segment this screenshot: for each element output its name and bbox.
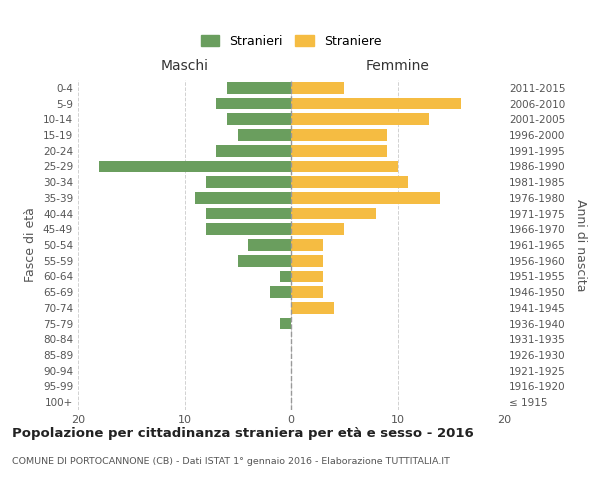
Bar [227,114,291,125]
Bar [217,98,291,110]
Text: COMUNE DI PORTOCANNONE (CB) - Dati ISTAT 1° gennaio 2016 - Elaborazione TUTTITAL: COMUNE DI PORTOCANNONE (CB) - Dati ISTAT… [12,458,450,466]
Bar [291,270,323,282]
Bar [291,82,344,94]
Text: Femmine: Femmine [365,60,430,74]
Bar [270,286,291,298]
Bar [280,318,291,330]
Bar [248,239,291,251]
Bar [291,129,387,141]
Bar [291,239,323,251]
Bar [291,208,376,220]
Bar [238,129,291,141]
Bar [291,114,430,125]
Bar [280,270,291,282]
Bar [291,192,440,204]
Bar [227,82,291,94]
Y-axis label: Fasce di età: Fasce di età [25,208,37,282]
Bar [291,302,334,314]
Bar [195,192,291,204]
Bar [99,160,291,172]
Bar [291,286,323,298]
Bar [291,160,398,172]
Bar [291,255,323,266]
Bar [291,145,387,156]
Text: Popolazione per cittadinanza straniera per età e sesso - 2016: Popolazione per cittadinanza straniera p… [12,428,474,440]
Bar [206,176,291,188]
Bar [238,255,291,266]
Text: Maschi: Maschi [161,60,209,74]
Bar [206,208,291,220]
Bar [291,224,344,235]
Bar [291,98,461,110]
Legend: Stranieri, Straniere: Stranieri, Straniere [196,30,386,53]
Bar [291,176,408,188]
Y-axis label: Anni di nascita: Anni di nascita [574,198,587,291]
Bar [206,224,291,235]
Bar [217,145,291,156]
